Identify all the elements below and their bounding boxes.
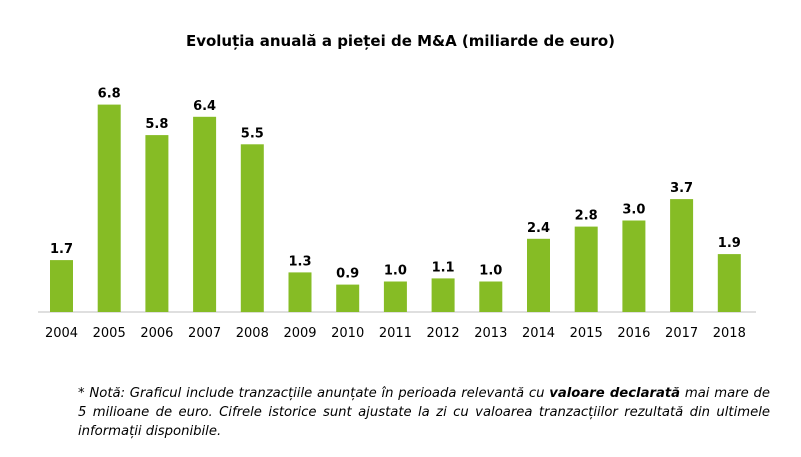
bar-2018 [717, 254, 741, 312]
tick-label-2004: 2004 [45, 326, 78, 341]
footnote-bold-text: valoare declarată [549, 386, 681, 401]
tick-label-2009: 2009 [283, 326, 316, 341]
bar-2005 [97, 104, 121, 312]
bar-2007 [193, 116, 217, 312]
bar-2013 [479, 281, 503, 312]
value-label-2014: 2.4 [527, 221, 550, 236]
tick-label-2012: 2012 [427, 326, 460, 341]
tick-label-2015: 2015 [570, 326, 603, 341]
value-label-2013: 1.0 [479, 264, 502, 279]
tick-label-2014: 2014 [522, 326, 555, 341]
value-label-2005: 6.8 [98, 87, 121, 102]
tick-label-2011: 2011 [379, 326, 412, 341]
value-label-2008: 5.5 [241, 126, 264, 141]
footnote-text-end: mai mare de 5 milioane de euro. Cifrele … [78, 386, 770, 439]
value-label-2011: 1.0 [384, 264, 407, 279]
chart-title: Evoluția anuală a pieței de M&A (miliard… [185, 32, 616, 50]
tick-label-2008: 2008 [236, 326, 269, 341]
value-label-2007: 6.4 [193, 99, 216, 114]
value-label-2017: 3.7 [670, 181, 693, 196]
bar-2017 [670, 199, 694, 312]
tick-label-2007: 2007 [188, 326, 221, 341]
bar-2011 [383, 281, 407, 312]
tick-label-2006: 2006 [140, 326, 173, 341]
bar-2014 [527, 238, 550, 312]
tick-label-2005: 2005 [93, 326, 126, 341]
tick-label-2010: 2010 [331, 326, 364, 341]
tick-label-2018: 2018 [713, 326, 746, 341]
value-label-2009: 1.3 [288, 254, 311, 269]
value-label-2006: 5.8 [145, 117, 168, 132]
bar-2015 [574, 226, 598, 312]
bars-group [50, 104, 741, 313]
tick-label-2017: 2017 [665, 326, 698, 341]
bar-2006 [145, 135, 169, 312]
tick-label-2013: 2013 [474, 326, 507, 341]
footnote: * Notă: Graficul include tranzacțiile an… [78, 384, 770, 441]
bar-chart: 1.7 6.8 5.8 6.4 5.5 1.3 0.9 1.0 1.1 1.0 2.4 2.8 3.0 3… [38, 87, 756, 341]
bar-2010 [336, 284, 360, 312]
bar-2004 [50, 260, 73, 312]
bar-2009 [288, 272, 312, 312]
value-label-2012: 1.1 [432, 260, 455, 275]
value-label-2018: 1.9 [718, 236, 741, 251]
value-labels-group: 1.7 6.8 5.8 6.4 5.5 1.3 0.9 1.0 1.1 1.0 2.4 2.8 3.0 3… [50, 87, 741, 282]
value-label-2015: 2.8 [575, 209, 598, 224]
value-label-2010: 0.9 [336, 267, 359, 282]
tick-label-2016: 2016 [617, 326, 650, 341]
footnote-text-start: * Notă: Graficul include tranzacțiile an… [78, 386, 550, 401]
value-label-2016: 3.0 [622, 203, 645, 218]
value-label-2004: 1.7 [50, 242, 73, 257]
bar-2008 [240, 144, 264, 313]
bar-2016 [622, 220, 646, 312]
bar-2012 [431, 278, 455, 312]
tick-labels-group: 2004 2005 2006 2007 2008 2009 2010 2011 2012 2013… [45, 326, 746, 341]
